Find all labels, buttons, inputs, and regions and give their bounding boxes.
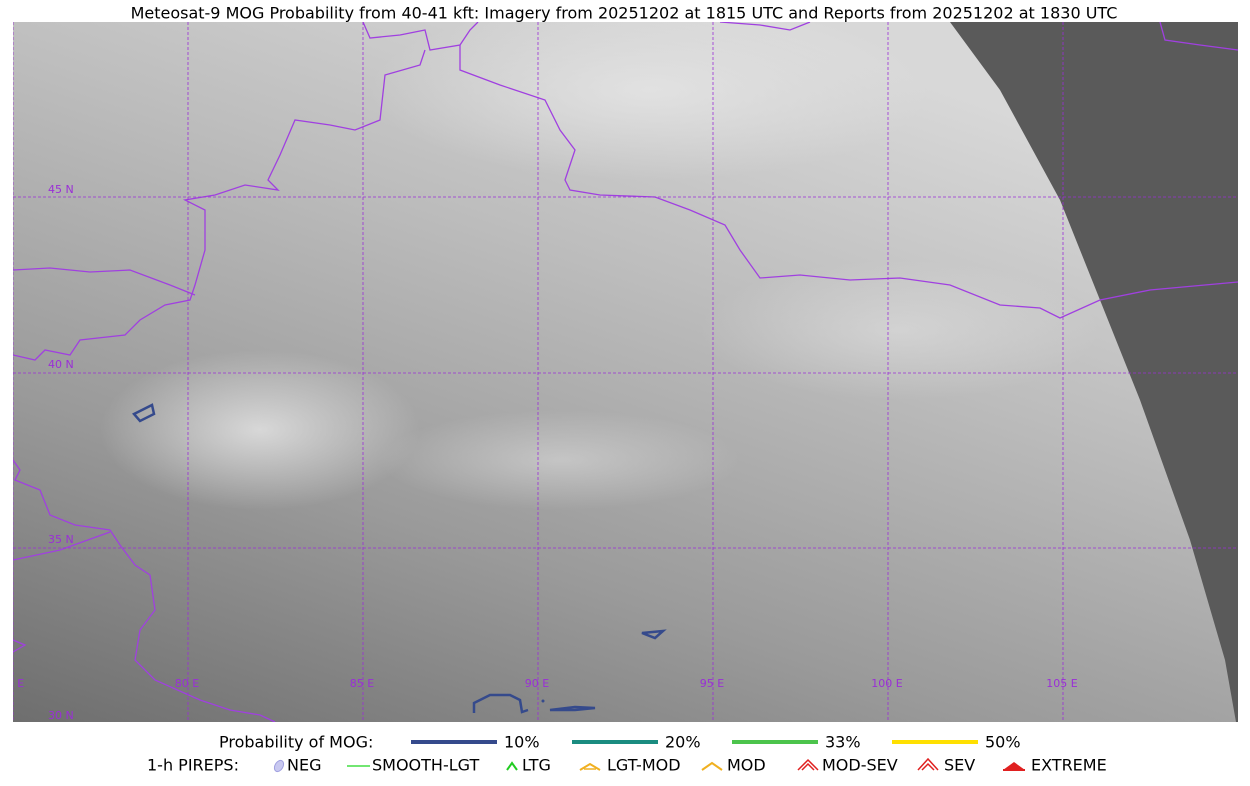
icon-extreme — [1003, 762, 1025, 770]
pirep-label: LTG — [522, 756, 551, 775]
contour — [549, 705, 596, 712]
icon-neg — [273, 759, 285, 773]
cloud — [370, 22, 930, 180]
legend-label: 20% — [665, 733, 701, 752]
pirep-label: MOD — [727, 756, 766, 775]
pirep-label: SMOOTH-LGT — [372, 756, 479, 775]
icon-sev — [917, 757, 939, 771]
pirep-label: LGT-MOD — [607, 756, 681, 775]
legend-label: 10% — [504, 733, 540, 752]
grid — [13, 22, 1238, 722]
lat-label: 40 N — [48, 358, 74, 371]
title: Meteosat-9 MOG Probability from 40-41 kf… — [131, 4, 1118, 23]
legend: Probability of MOG: 10% 20% 33% 50% 1-h PIR… — [147, 733, 1107, 775]
legend-title: Probability of MOG: — [219, 733, 373, 752]
map: 45 N 40 N 35 N 30 N 75 E 80 E 85 E 90 E … — [0, 22, 1238, 722]
icon-ltg — [506, 761, 518, 771]
pirep-label: EXTREME — [1031, 756, 1107, 775]
lat-label: 35 N — [48, 533, 74, 546]
pirep-label: SEV — [944, 756, 975, 775]
lon-label: 90 E — [525, 677, 549, 690]
contour — [472, 693, 529, 714]
lon-label: 100 E — [871, 677, 902, 690]
icon-mod-sev — [797, 758, 819, 771]
lon-label: 95 E — [700, 677, 724, 690]
contour — [132, 403, 156, 423]
icon-sev — [921, 762, 935, 771]
icon-mod — [701, 761, 723, 771]
icon-mod-sev — [801, 762, 815, 771]
lon-label: 85 E — [350, 677, 374, 690]
lon-label: 80 E — [175, 677, 199, 690]
legend-label: 33% — [825, 733, 861, 752]
lat-label: 45 N — [48, 183, 74, 196]
lat-label: 30 N — [48, 709, 74, 722]
icon-lgt-mod — [579, 762, 601, 771]
mog-contours — [132, 403, 667, 714]
cloud — [700, 260, 1100, 400]
pirep-label: NEG — [287, 756, 321, 775]
cloud — [380, 410, 740, 510]
cloud — [100, 350, 420, 510]
legend-title: 1-h PIREPS: — [147, 756, 239, 775]
pirep-label: MOD-SEV — [822, 756, 898, 775]
legend-label: 50% — [985, 733, 1021, 752]
contour — [641, 629, 667, 640]
borders — [13, 22, 1238, 722]
lon-label: 75 E — [0, 677, 24, 690]
contour — [541, 699, 545, 703]
lon-label: 105 E — [1046, 677, 1077, 690]
